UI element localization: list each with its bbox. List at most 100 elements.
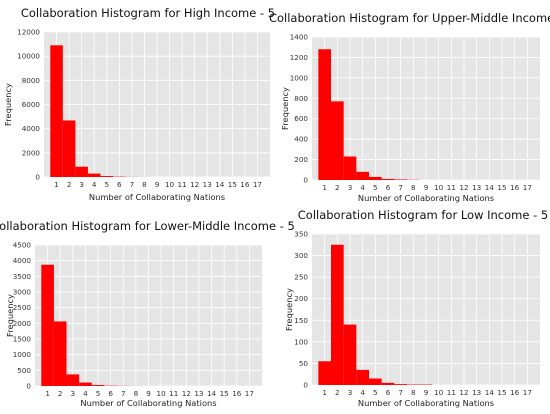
- y-tick-label: 1000: [290, 73, 309, 82]
- y-tick-label: 0: [26, 382, 31, 391]
- chart-title: Collaboration Histogram for Low Income -…: [298, 208, 548, 222]
- chart-title: Collaboration Histogram for High Income …: [21, 6, 275, 20]
- histogram-bar: [66, 374, 80, 386]
- x-tick-label: 6: [386, 183, 391, 192]
- histogram-bar: [75, 166, 88, 177]
- x-tick-label: 14: [207, 389, 217, 398]
- histogram-bar: [356, 171, 369, 180]
- y-tick-label: 300: [294, 251, 308, 260]
- y-axis-label: Frequency: [284, 288, 294, 331]
- x-axis-label: Number of Collaborating Nations: [358, 398, 494, 408]
- x-tick-label: 14: [485, 183, 495, 192]
- x-axis-label: Number of Collaborating Nations: [80, 398, 216, 408]
- x-tick-label: 13: [203, 180, 212, 189]
- histogram-bar: [53, 321, 67, 386]
- histogram-bar: [343, 156, 357, 180]
- x-tick-label: 10: [165, 180, 175, 189]
- x-tick-label: 11: [447, 388, 456, 397]
- x-tick-label: 17: [245, 389, 254, 398]
- x-axis-label: Number of Collaborating Nations: [89, 192, 225, 202]
- x-tick-label: 5: [104, 180, 109, 189]
- y-tick-label: 4000: [22, 124, 41, 133]
- x-tick-label: 12: [190, 180, 199, 189]
- x-tick-label: 6: [108, 389, 113, 398]
- y-tick-label: 8000: [22, 76, 41, 85]
- histogram-bar: [100, 176, 114, 177]
- histogram-bar: [87, 173, 101, 177]
- x-tick-label: 16: [232, 389, 242, 398]
- x-tick-label: 7: [130, 180, 135, 189]
- x-tick-label: 3: [79, 180, 84, 189]
- x-tick-label: 3: [348, 388, 353, 397]
- histogram-bar: [369, 176, 382, 180]
- x-tick-label: 15: [228, 180, 237, 189]
- x-tick-label: 3: [71, 389, 76, 398]
- x-tick-label: 13: [472, 388, 481, 397]
- histogram-bar: [91, 385, 105, 386]
- y-tick-label: 250: [294, 273, 308, 282]
- x-tick-label: 14: [215, 180, 225, 189]
- x-tick-label: 10: [434, 183, 444, 192]
- x-tick-label: 9: [424, 183, 429, 192]
- y-tick-label: 1400: [290, 33, 309, 42]
- y-tick-label: 2000: [13, 319, 32, 328]
- y-tick-label: 1000: [13, 350, 32, 359]
- histogram-bar: [369, 378, 382, 385]
- x-tick-label: 8: [134, 389, 139, 398]
- y-tick-label: 0: [35, 173, 40, 182]
- histogram-bar: [79, 382, 92, 386]
- y-tick-label: 3500: [13, 272, 32, 281]
- x-tick-label: 4: [360, 388, 365, 397]
- x-tick-label: 13: [472, 183, 481, 192]
- y-tick-label: 350: [294, 230, 308, 239]
- histogram-bar: [41, 264, 54, 386]
- y-tick-label: 200: [294, 294, 308, 303]
- x-tick-label: 10: [157, 389, 167, 398]
- x-tick-label: 6: [386, 388, 391, 397]
- y-tick-label: 4000: [13, 256, 32, 265]
- x-tick-label: 16: [510, 388, 520, 397]
- y-tick-label: 50: [299, 359, 309, 368]
- histogram-bar: [331, 244, 344, 385]
- x-tick-label: 11: [447, 183, 456, 192]
- x-axis-label: Number of Collaborating Nations: [358, 193, 494, 203]
- y-tick-label: 150: [294, 316, 308, 325]
- x-tick-label: 17: [253, 180, 262, 189]
- histogram-bar: [381, 382, 395, 385]
- x-tick-label: 2: [58, 389, 63, 398]
- x-tick-label: 13: [194, 389, 203, 398]
- y-tick-label: 2000: [22, 148, 41, 157]
- x-tick-label: 1: [45, 389, 50, 398]
- y-tick-label: 400: [294, 135, 308, 144]
- x-tick-label: 12: [182, 389, 191, 398]
- y-tick-label: 10000: [17, 52, 40, 61]
- histogram-bar: [343, 324, 357, 385]
- x-tick-label: 5: [373, 183, 378, 192]
- histogram-bar: [318, 361, 331, 385]
- y-tick-label: 0: [303, 176, 308, 185]
- y-axis-label: Frequency: [280, 87, 290, 130]
- y-axis-label: Frequency: [5, 294, 15, 337]
- x-tick-label: 1: [322, 183, 327, 192]
- y-tick-label: 200: [294, 155, 308, 164]
- x-tick-label: 8: [142, 180, 147, 189]
- y-tick-label: 1500: [13, 335, 32, 344]
- x-tick-label: 8: [411, 183, 416, 192]
- histogram-bar: [318, 49, 331, 180]
- x-tick-label: 12: [459, 183, 468, 192]
- x-tick-label: 4: [83, 389, 88, 398]
- x-tick-label: 11: [178, 180, 187, 189]
- y-tick-label: 4500: [13, 241, 32, 250]
- y-tick-label: 100: [294, 337, 308, 346]
- x-tick-label: 12: [459, 388, 468, 397]
- histogram-bar: [356, 369, 369, 385]
- x-tick-label: 2: [335, 183, 340, 192]
- y-tick-label: 12000: [17, 28, 40, 37]
- x-tick-label: 6: [117, 180, 122, 189]
- x-tick-label: 9: [155, 180, 160, 189]
- histogram-bar: [331, 101, 344, 180]
- x-tick-label: 4: [92, 180, 97, 189]
